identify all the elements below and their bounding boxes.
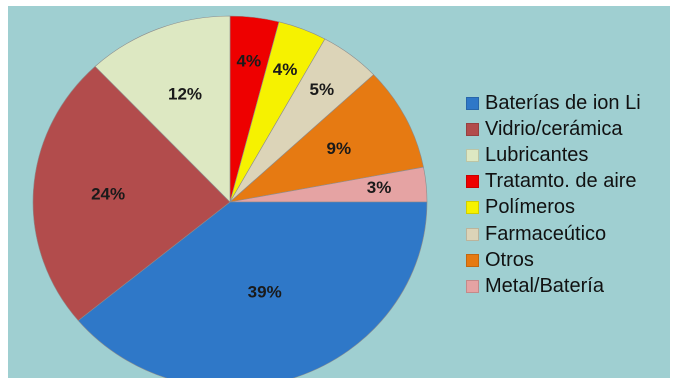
legend-label-3: Tratamto. de aire bbox=[485, 170, 637, 193]
legend-swatch-7 bbox=[466, 279, 479, 293]
pie-slice-label-1: 4% bbox=[273, 60, 298, 79]
legend-item-2: Lubricantes bbox=[466, 142, 641, 168]
legend-label-7: Metal/Batería bbox=[485, 274, 604, 297]
legend-label-5: Farmaceútico bbox=[485, 222, 607, 245]
legend-label-4: Polímeros bbox=[485, 196, 576, 219]
legend-item-6: Otros bbox=[466, 247, 641, 273]
legend-swatch-3 bbox=[466, 175, 479, 189]
legend-item-4: Polímeros bbox=[466, 195, 641, 221]
pie-slice-label-2: 5% bbox=[310, 80, 335, 99]
legend-swatch-2 bbox=[466, 148, 479, 162]
legend-item-0: Baterías de ion Li bbox=[466, 90, 641, 116]
pie-slice-label-4: 3% bbox=[367, 178, 392, 197]
legend-label-1: Vidrio/cerámica bbox=[485, 117, 623, 140]
pie-plot: 4% 4% 5% 9% 3% 39% 24% 12% bbox=[32, 15, 428, 378]
legend-swatch-0 bbox=[466, 96, 479, 110]
pie-slice-label-6: 24% bbox=[91, 184, 125, 203]
pie-slice-5 bbox=[77, 201, 428, 378]
pie-slice-label-7: 12% bbox=[168, 84, 202, 103]
legend-item-3: Tratamto. de aire bbox=[466, 169, 641, 195]
legend-swatch-6 bbox=[466, 253, 479, 267]
pie-slice-label-3: 9% bbox=[327, 139, 352, 158]
pie-slice-label-5: 39% bbox=[248, 282, 282, 301]
legend-swatch-4 bbox=[466, 201, 479, 215]
pie-chart: 4% 4% 5% 9% 3% 39% 24% 12% Baterías de ion Li Vi… bbox=[8, 6, 670, 378]
legend-swatch-5 bbox=[466, 227, 479, 241]
pie-slice-label-0: 4% bbox=[237, 51, 262, 70]
legend-item-5: Farmaceútico bbox=[466, 221, 641, 247]
legend-label-6: Otros bbox=[485, 248, 534, 271]
legend-label-2: Lubricantes bbox=[485, 143, 589, 166]
pie-slice-7 bbox=[94, 15, 231, 203]
legend-item-7: Metal/Batería bbox=[466, 273, 641, 299]
legend: Baterías de ion Li Vidrio/cerámica Lubrica… bbox=[466, 90, 641, 300]
legend-item-1: Vidrio/cerámica bbox=[466, 116, 641, 142]
legend-label-0: Baterías de ion Li bbox=[485, 91, 641, 114]
legend-swatch-1 bbox=[466, 122, 479, 136]
pie-slice-3 bbox=[229, 74, 424, 203]
pie-slice-6 bbox=[32, 65, 231, 321]
